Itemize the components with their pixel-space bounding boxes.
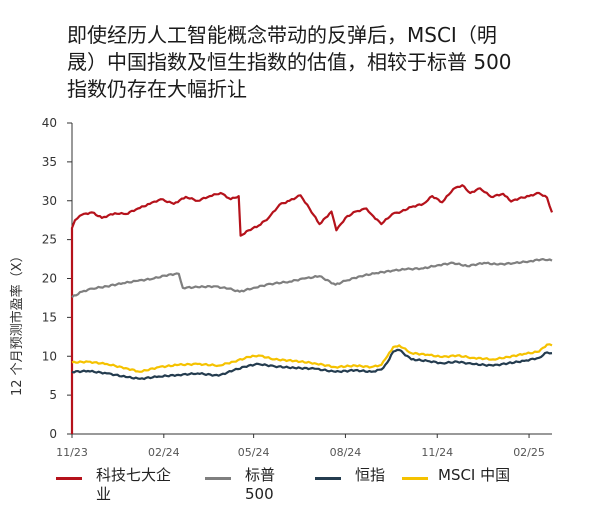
y-tick-label: 40 — [42, 116, 57, 130]
series-line-1 — [70, 184, 554, 434]
legend: 科技七大企业 标普 500 恒指 MSCI 中国 — [0, 466, 615, 512]
y-tick-label: 15 — [42, 310, 57, 324]
x-tick-label: 11/23 — [56, 446, 88, 459]
legend-label-4: MSCI 中国 — [438, 466, 511, 484]
y-tick-label: 20 — [42, 272, 57, 286]
chart-title-line-1: 即使经历人工智能概念带动的反弹后，MSCI（明 — [67, 23, 497, 47]
legend-swatch-4 — [402, 477, 428, 480]
chart-title: 即使经历人工智能概念带动的反弹后，MSCI（明 晟）中国指数及恒生指数的估值，相… — [67, 22, 597, 103]
y-axis: 0 5 10 15 20 25 30 35 40 — [42, 116, 73, 441]
chart-title-line-3: 指数仍存在大幅折让 — [67, 77, 247, 101]
series-group — [70, 184, 554, 434]
x-tick-label: 02/25 — [513, 446, 545, 459]
legend-swatch-1 — [56, 477, 82, 480]
y-tick-label: 30 — [42, 194, 57, 208]
series-line-3 — [71, 348, 553, 381]
x-axis: 11/23 02/24 05/24 08/24 11/24 02/25 — [56, 433, 552, 459]
x-tick-label: 05/24 — [238, 446, 270, 459]
x-tick-label: 08/24 — [330, 446, 362, 459]
y-tick-label: 0 — [49, 427, 57, 441]
series-line-2 — [71, 258, 553, 299]
y-tick-label: 35 — [42, 155, 57, 169]
x-tick-label: 02/24 — [148, 446, 180, 459]
legend-swatch-3 — [315, 477, 341, 480]
legend-swatch-2 — [205, 477, 231, 480]
y-tick-label: 25 — [42, 233, 57, 247]
legend-label-2: 标普 500 — [245, 466, 276, 503]
y-tick-label: 10 — [42, 349, 57, 363]
legend-label-3: 恒指 — [355, 466, 386, 484]
x-tick-label: 11/24 — [421, 446, 453, 459]
chart-title-line-2: 晟）中国指数及恒生指数的估值，相较于标普 500 — [67, 50, 512, 74]
legend-label-1: 科技七大企业 — [96, 466, 172, 503]
y-tick-label: 5 — [49, 388, 57, 402]
series-line-4 — [71, 343, 553, 373]
